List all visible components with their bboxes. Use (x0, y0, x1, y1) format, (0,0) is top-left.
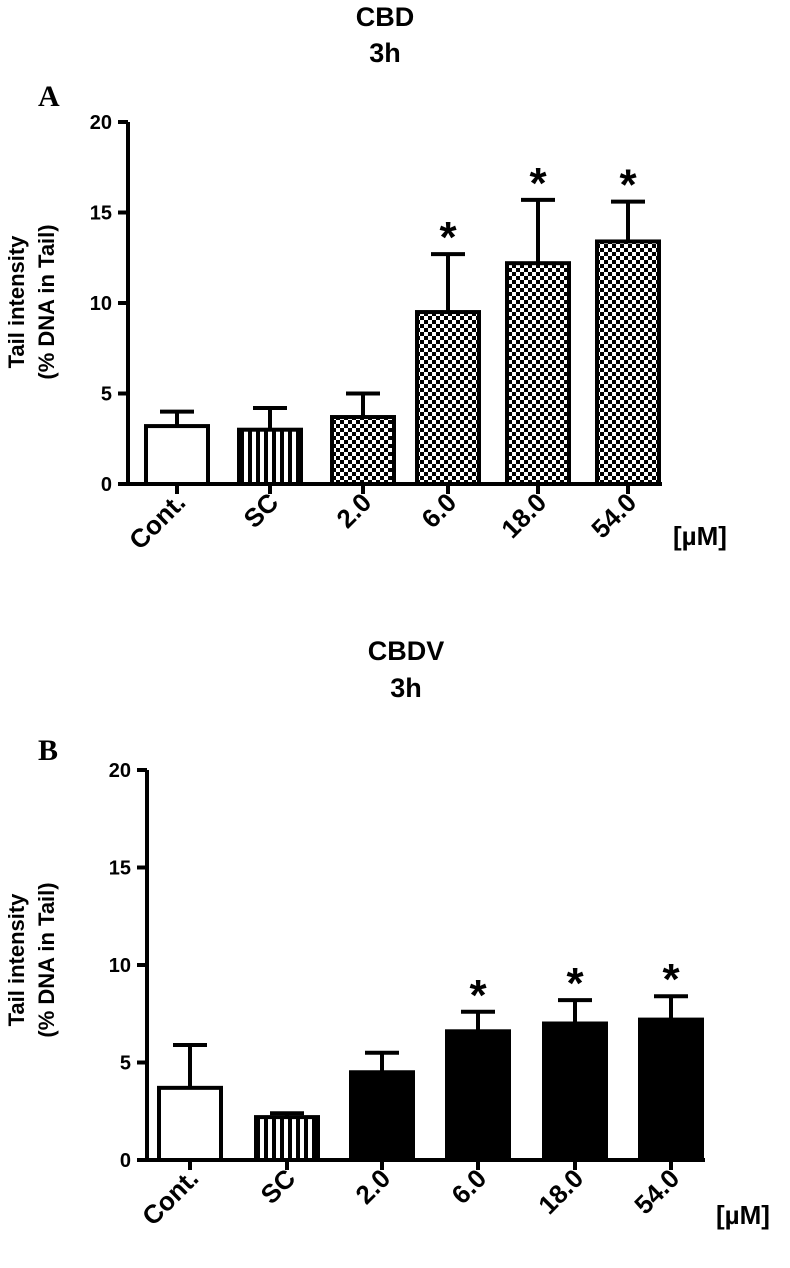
chart-b-xtick-label: 6.0 (445, 1163, 492, 1210)
chart-a-xtick-label: 2.0 (330, 487, 377, 534)
chart-b-title-line1: CBDV (368, 636, 445, 666)
chart-b-ytick-label: 5 (120, 1053, 131, 1075)
chart-a-ytick-label: 15 (90, 203, 112, 225)
chart-b-xtick-label: 2.0 (349, 1163, 396, 1210)
chart-b-ylabel-line1: Tail intensity (4, 893, 29, 1027)
chart-b-plot-area: 0 5 10 15 20 * * * Cont. SC 2.0 6.0 18.0 54.0 (109, 760, 705, 1231)
chart-b-ytick-label: 15 (109, 858, 131, 880)
chart-b-bar (445, 1029, 511, 1163)
chart-a-xtick-label: Cont. (123, 487, 191, 555)
chart-a-ytick-label: 10 (90, 293, 112, 315)
chart-a-plot-area: 0 5 10 15 20 * * * Cont. SC 2.0 6.0 18.0 54.0 (90, 112, 662, 555)
chart-a-panel-label: A (38, 80, 60, 113)
chart-a-xtick-label: 18.0 (495, 487, 552, 544)
chart-a-ytick-label: 0 (101, 474, 112, 496)
chart-a-ytick-label: 20 (90, 112, 112, 134)
chart-b-bar (349, 1070, 415, 1162)
chart-a-bar (415, 310, 481, 486)
chart-a-bar (505, 261, 571, 486)
chart-b-significance-marker: * (662, 955, 680, 1004)
chart-b-bar (638, 1017, 704, 1162)
chart-a-xtick-label: 54.0 (585, 487, 642, 544)
chart-b-xtick-label: SC (254, 1163, 301, 1210)
chart-a-bar (330, 415, 396, 486)
chart-a-ylabel-line1: Tail intensity (4, 235, 29, 369)
chart-panel-a: CBD 3h A Tail intensity (% DNA in Tail) … (4, 2, 727, 555)
chart-b-xtick-label: Cont. (136, 1163, 204, 1231)
chart-b-ylabel-line2: (% DNA in Tail) (34, 882, 59, 1037)
chart-a-bar (144, 424, 210, 486)
chart-b-panel-label: B (38, 734, 58, 767)
chart-a-bar (237, 427, 303, 487)
chart-a-significance-marker: * (439, 213, 457, 262)
chart-a-title-line1: CBD (356, 2, 415, 32)
chart-b-xtick-label: 18.0 (532, 1163, 589, 1220)
chart-b-ytick-label: 20 (109, 760, 131, 782)
chart-a-xtick-label: SC (237, 487, 284, 534)
chart-b-bar (157, 1085, 223, 1162)
chart-a-title-line2: 3h (369, 38, 401, 68)
chart-b-bar (542, 1021, 608, 1162)
chart-a-significance-marker: * (619, 161, 637, 210)
chart-b-significance-marker: * (566, 959, 584, 1008)
chart-panel-b: CBDV 3h B Tail intensity (% DNA in Tail)… (4, 636, 770, 1231)
chart-b-title-line2: 3h (390, 673, 422, 703)
chart-a-unit-label: [µM] (673, 521, 727, 551)
chart-b-ytick-label: 10 (109, 955, 131, 977)
chart-b-significance-marker: * (469, 971, 487, 1020)
chart-b-bar (254, 1115, 320, 1162)
chart-a-xtick-label: 6.0 (415, 487, 462, 534)
chart-a-ytick-label: 5 (101, 384, 112, 406)
chart-a-bar (595, 239, 661, 486)
chart-b-ytick-label: 0 (120, 1150, 131, 1172)
chart-a-ylabel-line2: (% DNA in Tail) (34, 224, 59, 379)
chart-b-unit-label: [µM] (716, 1200, 770, 1230)
chart-b-xtick-label: 54.0 (628, 1163, 685, 1220)
chart-a-significance-marker: * (529, 159, 547, 208)
